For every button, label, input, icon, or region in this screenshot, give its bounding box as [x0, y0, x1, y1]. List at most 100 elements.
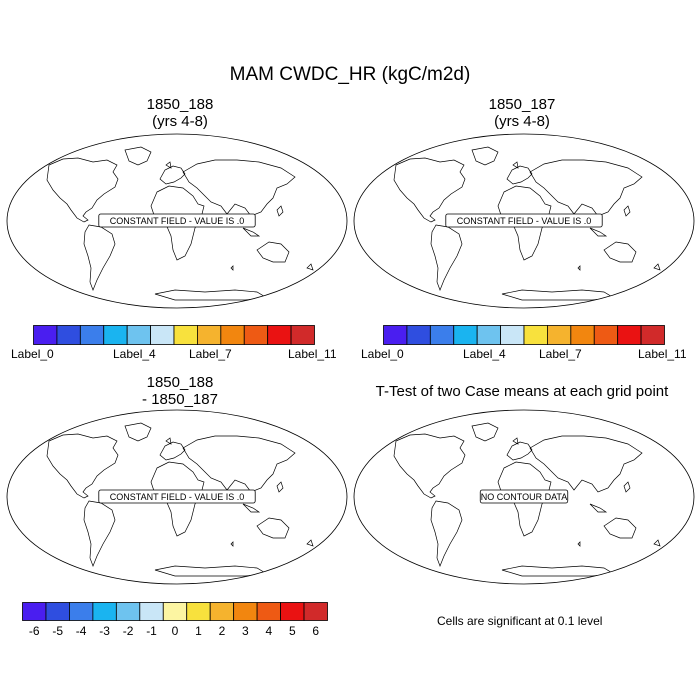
colorbar-swatch [617, 325, 642, 345]
coastline [512, 437, 519, 445]
coastline [393, 433, 466, 499]
coastline [124, 422, 152, 442]
coastline [603, 517, 637, 539]
colorbar-panel-1 [33, 325, 315, 345]
colorbar-difference-label: 0 [171, 624, 179, 638]
colorbar-difference-label: -1 [146, 624, 157, 638]
coastline [83, 500, 116, 567]
coastline [242, 503, 261, 513]
coastline [471, 146, 499, 166]
coastline [393, 157, 466, 223]
colorbar-swatch [303, 602, 328, 621]
coastline [46, 433, 119, 499]
coastline [276, 205, 284, 217]
map-panel-4: NO CONTOUR DATA [353, 409, 695, 585]
cb1-label-11: Label_11 [288, 347, 337, 361]
colorbar-difference-label: -5 [52, 624, 64, 638]
coastline [529, 159, 643, 217]
colorbar-swatch [79, 325, 105, 345]
cb1-label-4: Label_4 [113, 347, 156, 361]
colorbar-swatch [139, 602, 164, 621]
colorbar-swatch [22, 602, 47, 621]
panel4-title-line1: T-Test of two Case means at each grid po… [375, 383, 669, 400]
coastline [653, 539, 661, 547]
colorbar-swatch [150, 325, 175, 345]
message-text: CONSTANT FIELD - VALUE IS .0 [110, 492, 245, 502]
colorbar-swatch [243, 325, 269, 345]
colorbar-difference-label: -3 [99, 624, 110, 638]
colorbar-swatch [186, 602, 211, 621]
coastline [471, 422, 499, 442]
coastlines [46, 422, 314, 577]
colorbar-difference-label: 4 [265, 624, 273, 638]
coastline [589, 227, 608, 237]
colorbar-swatch [233, 602, 258, 621]
colorbar-swatch [209, 602, 235, 621]
map-panel-1: CONSTANT FIELD - VALUE IS .0 [6, 133, 348, 309]
colorbar-difference [22, 602, 328, 621]
colorbar-swatch [45, 602, 70, 621]
panel3-title-line1: 1850_188 [146, 374, 214, 391]
colorbar-swatch [453, 325, 478, 345]
panel1-title-line2: (yrs 4-8) [152, 113, 208, 130]
panel3-title-line2: - 1850_187 [142, 391, 218, 408]
significance-note: Cells are significant at 0.1 level [437, 614, 603, 628]
coastline [159, 165, 186, 185]
colorbar-difference-label: 6 [312, 624, 320, 638]
message-box [445, 213, 603, 228]
coastline [506, 441, 533, 461]
coastlines [46, 146, 314, 301]
colorbar-swatch [173, 325, 198, 345]
cb2-label-0: Label_0 [361, 347, 404, 361]
panel1-title: 1850_188 (yrs 4-8) [80, 96, 280, 130]
colorbar-difference-label: -4 [75, 624, 87, 638]
cb2-label-11: Label_11 [638, 347, 687, 361]
colorbar-swatch [406, 325, 431, 345]
colorbar-swatch [383, 325, 408, 345]
coastline [46, 157, 119, 223]
colorbar-swatch [429, 325, 455, 345]
colorbar-swatch [92, 602, 117, 621]
message-box [479, 489, 569, 504]
colorbar-swatch [547, 325, 572, 345]
coastline [165, 437, 172, 445]
colorbar-difference-label: 5 [288, 624, 296, 638]
coastline [182, 159, 296, 217]
colorbar-difference-label: 3 [242, 624, 249, 638]
colorbar-panel-2 [383, 325, 665, 345]
coastline [306, 263, 314, 271]
colorbar-difference-label: -6 [28, 624, 40, 638]
coastline [256, 517, 290, 539]
coastline [165, 161, 172, 169]
coastline [501, 289, 616, 301]
colorbar-swatch [476, 325, 501, 345]
coastline [653, 263, 661, 271]
message-text: NO CONTOUR DATA [481, 492, 568, 502]
colorbar-swatch [126, 325, 151, 345]
map-border [353, 409, 695, 585]
cb1-label-7: Label_7 [189, 347, 232, 361]
cb1-label-0: Label_0 [11, 347, 54, 361]
message-text: CONSTANT FIELD - VALUE IS .0 [457, 216, 592, 226]
coastline [603, 241, 637, 263]
map-panel-3: CONSTANT FIELD - VALUE IS .0 [6, 409, 348, 585]
colorbar-swatch [162, 602, 188, 621]
coastline [182, 435, 296, 493]
panel2-title: 1850_187 (yrs 4-8) [422, 96, 622, 130]
coastline [242, 227, 261, 237]
coastlines [393, 146, 661, 301]
colorbar-swatch [290, 325, 315, 345]
colorbar-swatch [523, 325, 548, 345]
colorbar-difference-label: 2 [218, 624, 226, 638]
panel2-title-line1: 1850_187 [488, 96, 556, 113]
colorbar-swatch [500, 325, 525, 345]
message-box [98, 489, 256, 504]
cb2-label-7: Label_7 [539, 347, 582, 361]
coastline [256, 241, 290, 263]
coastline [577, 541, 581, 547]
colorbar-swatch [56, 325, 81, 345]
map-border [6, 409, 348, 585]
coastline [577, 265, 581, 271]
coastline [512, 161, 519, 169]
coastline [589, 503, 608, 513]
